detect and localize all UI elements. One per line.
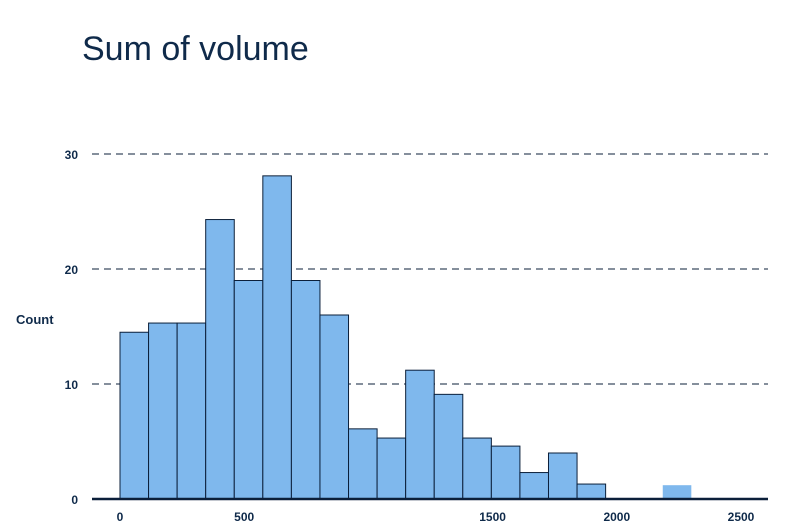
histogram-bar[interactable] [405,369,435,500]
x-tick-label: 2500 [728,510,755,524]
y-tick-label: 30 [65,148,79,162]
y-tick-label: 10 [65,378,79,392]
histogram-bar[interactable] [290,280,321,500]
x-tick-label: 500 [234,510,254,524]
histogram-bar[interactable] [433,393,464,500]
histogram-bar[interactable] [490,445,521,500]
histogram-bar[interactable] [519,472,549,500]
x-tick-label: 1500 [479,510,506,524]
histogram-bar-highlighted[interactable] [662,485,692,499]
histogram-bars [119,175,692,500]
histogram-bar[interactable] [348,428,378,500]
histogram-bar[interactable] [462,437,492,500]
y-axis-label: Count [16,312,54,327]
histogram-bar[interactable] [376,437,407,500]
x-tick-labels: 0 500 1500 2000 2500 [117,510,755,524]
x-tick-label: 0 [117,510,124,524]
y-tick-label: 20 [65,263,79,277]
histogram-bar[interactable] [205,219,235,500]
histogram-bar[interactable] [233,280,264,500]
histogram-bar[interactable] [319,314,350,500]
chart-title: Sum of volume [82,30,309,68]
histogram-bar[interactable] [119,331,150,500]
histogram-bar[interactable] [262,175,292,500]
histogram-bar[interactable] [148,322,178,500]
histogram-bar[interactable] [576,483,607,500]
histogram-bar[interactable] [547,452,578,500]
y-tick-label: 0 [71,493,78,507]
histogram-bar[interactable] [176,322,207,500]
x-tick-label: 2000 [603,510,630,524]
y-tick-labels: 0 10 20 30 [65,148,79,507]
